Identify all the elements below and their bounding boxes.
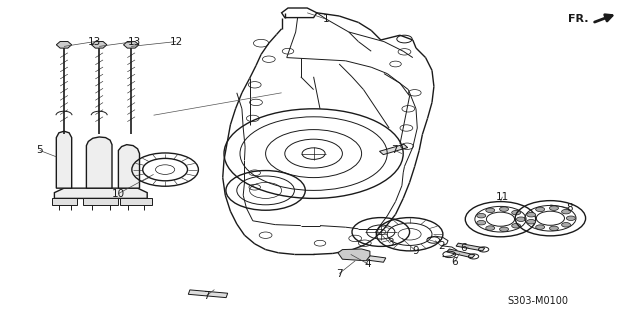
Circle shape xyxy=(477,213,486,218)
Polygon shape xyxy=(56,131,72,188)
Circle shape xyxy=(512,224,521,228)
Text: 13: 13 xyxy=(128,36,141,47)
Circle shape xyxy=(500,227,509,232)
Polygon shape xyxy=(447,249,475,258)
Text: 12: 12 xyxy=(170,36,182,47)
Polygon shape xyxy=(118,145,140,188)
Text: 13: 13 xyxy=(88,36,101,47)
Text: 7: 7 xyxy=(336,268,342,279)
Circle shape xyxy=(562,209,571,214)
Polygon shape xyxy=(188,290,228,298)
Text: 1: 1 xyxy=(323,14,330,24)
Text: S303-M0100: S303-M0100 xyxy=(507,296,568,306)
Bar xyxy=(83,198,118,205)
Circle shape xyxy=(527,220,536,224)
Text: 7: 7 xyxy=(203,291,209,301)
Circle shape xyxy=(566,216,575,220)
Circle shape xyxy=(536,225,545,229)
Circle shape xyxy=(500,207,509,211)
Polygon shape xyxy=(338,249,370,261)
Polygon shape xyxy=(380,144,408,155)
Polygon shape xyxy=(124,42,139,48)
Circle shape xyxy=(477,220,486,225)
Circle shape xyxy=(512,210,521,215)
Polygon shape xyxy=(456,243,484,251)
Text: 5: 5 xyxy=(36,145,43,156)
Polygon shape xyxy=(56,42,72,48)
Bar xyxy=(120,198,152,205)
Text: 9: 9 xyxy=(413,246,419,256)
Polygon shape xyxy=(54,188,147,198)
Circle shape xyxy=(486,208,495,212)
Polygon shape xyxy=(346,253,386,262)
Circle shape xyxy=(516,217,525,221)
Text: FR.: FR. xyxy=(568,14,589,24)
Text: 10: 10 xyxy=(112,188,125,199)
Polygon shape xyxy=(92,42,107,48)
Text: 6: 6 xyxy=(461,243,467,253)
Circle shape xyxy=(486,226,495,230)
Text: 11: 11 xyxy=(496,192,509,202)
Circle shape xyxy=(550,226,559,231)
Polygon shape xyxy=(86,137,112,188)
Text: 2: 2 xyxy=(438,241,445,252)
Text: 8: 8 xyxy=(566,203,573,213)
Text: 4: 4 xyxy=(365,259,371,269)
Circle shape xyxy=(562,223,571,227)
Circle shape xyxy=(527,212,536,217)
Circle shape xyxy=(550,206,559,210)
Circle shape xyxy=(536,207,545,212)
Text: 6: 6 xyxy=(451,257,458,268)
Bar xyxy=(52,198,77,205)
Text: 3: 3 xyxy=(387,238,394,248)
Text: 7: 7 xyxy=(392,145,398,156)
